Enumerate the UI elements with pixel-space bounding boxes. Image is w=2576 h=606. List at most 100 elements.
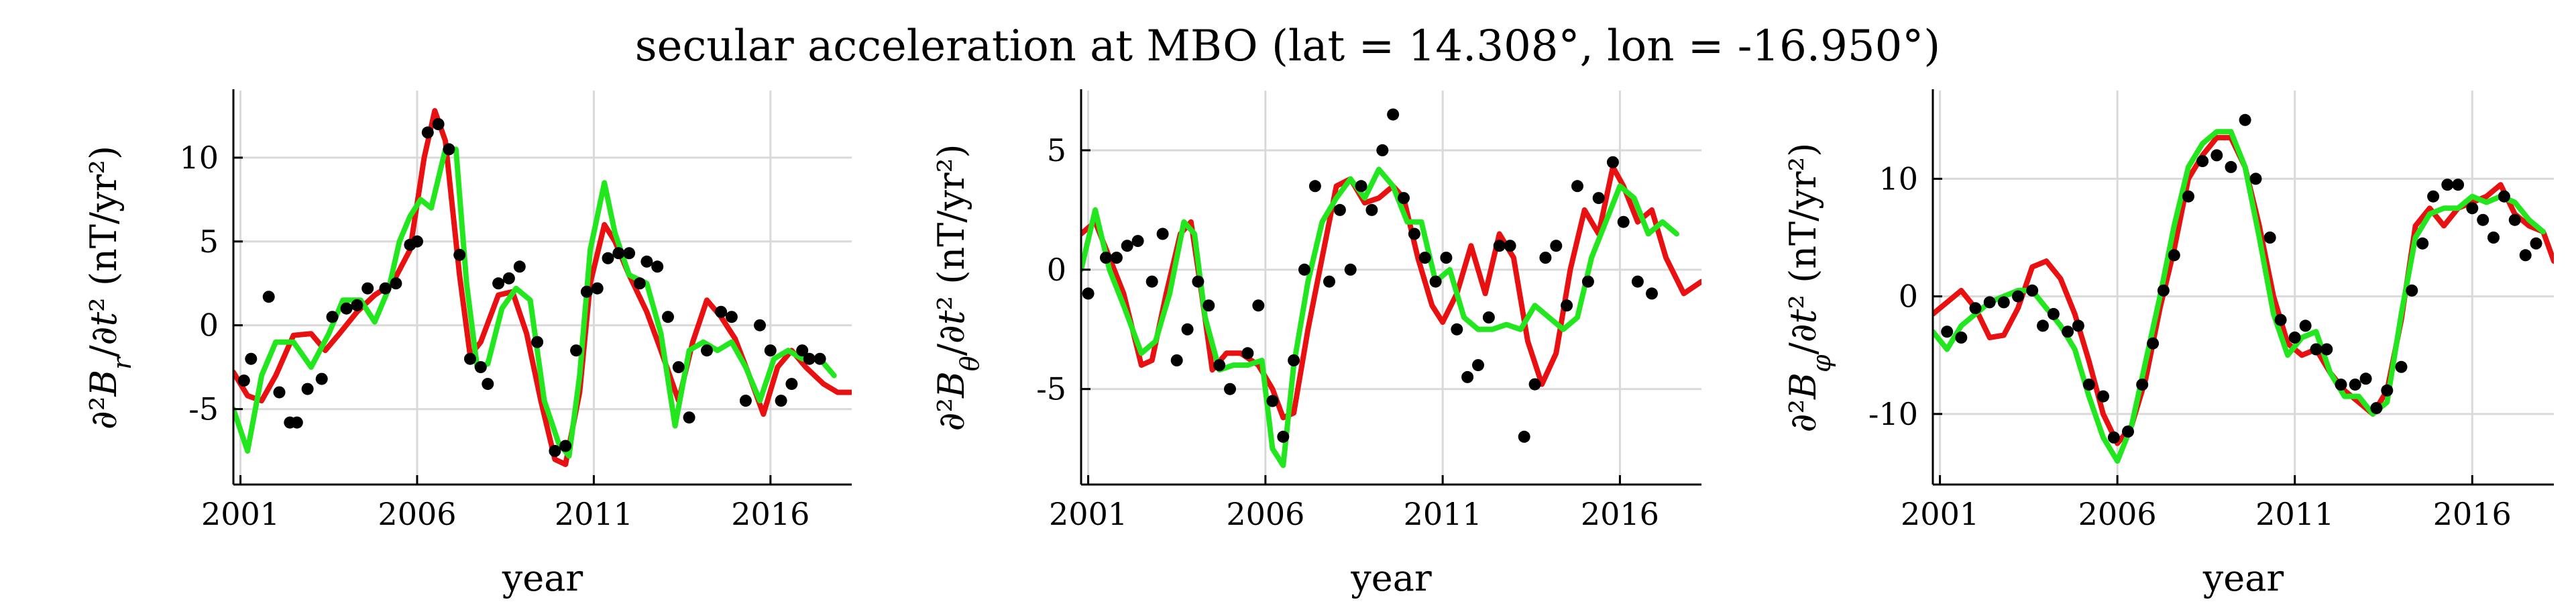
data-point: [1550, 240, 1563, 252]
data-point: [549, 445, 561, 457]
red-series-line: [1081, 164, 1701, 421]
data-point: [2012, 290, 2024, 303]
data-point: [715, 305, 728, 318]
data-point: [1528, 378, 1541, 391]
data-point: [1333, 203, 1346, 216]
data-point: [1606, 156, 1619, 168]
data-point: [1941, 325, 1954, 338]
data-point: [1323, 275, 1335, 288]
data-point: [1277, 430, 1290, 443]
data-point: [591, 282, 604, 295]
data-point: [2427, 190, 2440, 203]
data-point: [2349, 378, 2361, 391]
data-point: [2441, 179, 2454, 191]
data-point: [651, 260, 664, 273]
data-point: [1482, 311, 1495, 323]
data-point: [1213, 359, 1226, 372]
data-point: [1969, 302, 1982, 315]
data-point: [559, 440, 572, 452]
data-point: [390, 277, 402, 290]
x-tick-label: 2016: [2433, 496, 2512, 532]
data-point: [1617, 215, 1630, 228]
data-point: [301, 383, 314, 395]
data-point: [1288, 354, 1300, 366]
data-point: [1418, 252, 1431, 264]
data-point: [482, 378, 494, 391]
data-point: [492, 277, 505, 290]
data-point: [672, 361, 685, 374]
data-point: [1344, 263, 1357, 276]
data-point: [2168, 249, 2180, 262]
data-point: [1121, 240, 1133, 252]
data-point: [2225, 160, 2237, 173]
data-point: [2082, 378, 2095, 391]
data-point: [764, 344, 777, 357]
figure-title: secular acceleration at MBO (lat = 14.30…: [635, 21, 1941, 71]
data-point: [2062, 325, 2074, 338]
data-point: [2466, 202, 2479, 215]
data-point: [361, 282, 374, 295]
data-point: [1241, 347, 1254, 360]
data-point: [1224, 383, 1236, 395]
data-point: [2182, 190, 2194, 203]
data-point: [351, 299, 363, 311]
data-point: [2452, 179, 2465, 191]
y-tick-label: 10: [179, 140, 219, 176]
x-tick-label: 2011: [555, 496, 633, 532]
data-point: [421, 126, 434, 139]
data-point: [2136, 378, 2149, 391]
data-point: [2487, 232, 2500, 244]
data-point: [754, 319, 766, 332]
panel-bphi: 2001 2006 2011 2016 10 0 -10 year ∂²Bφ/∂t² (nT/y…: [1782, 89, 2554, 599]
data-point: [2147, 337, 2160, 350]
y-axis-label: ∂²Bθ/∂t² (nT/yr²): [930, 144, 985, 432]
data-point: [2381, 384, 2394, 397]
y-tick-label: 5: [1047, 132, 1066, 168]
data-point: [1472, 359, 1484, 372]
data-point: [1170, 354, 1183, 366]
data-area: [1933, 113, 2554, 464]
data-point: [326, 311, 339, 323]
y-tick-label: -5: [188, 391, 219, 427]
data-point: [570, 344, 583, 357]
data-point: [1581, 275, 1594, 288]
data-point: [775, 395, 787, 407]
data-point: [262, 291, 275, 303]
data-point: [2519, 249, 2532, 262]
data-point: [1561, 299, 1573, 312]
data-point: [2157, 284, 2170, 297]
x-tick-label: 2006: [2078, 496, 2157, 532]
data-point: [2026, 284, 2039, 297]
data-point: [2288, 332, 2301, 344]
y-tick-label: -5: [1036, 371, 1066, 407]
x-tick-label: 2011: [1404, 496, 1482, 532]
data-point: [1440, 252, 1453, 264]
y-tick-label: 0: [199, 307, 219, 344]
data-point: [1308, 180, 1321, 193]
data-point: [1082, 287, 1095, 300]
y-tick-label: 0: [1899, 279, 1918, 315]
x-tick-label: 2001: [1901, 496, 1979, 532]
data-point: [803, 352, 816, 365]
data-point: [531, 336, 544, 348]
data-point: [1592, 192, 1605, 205]
data-point: [602, 252, 614, 264]
data-point: [1461, 370, 1474, 383]
data-point: [683, 411, 695, 424]
data-point: [1298, 263, 1310, 276]
data-point: [2370, 402, 2383, 415]
x-tick-label: 2011: [2255, 496, 2334, 532]
x-tick-label: 2016: [731, 496, 809, 532]
data-point: [443, 143, 455, 156]
data-point: [1365, 203, 1378, 216]
data-point: [1571, 180, 1583, 193]
data-point: [612, 247, 625, 260]
data-point: [2320, 343, 2333, 356]
data-point: [1376, 144, 1389, 156]
data-point: [1997, 296, 2010, 309]
data-point: [1110, 252, 1123, 264]
data-point: [1181, 323, 1194, 336]
y-tick-label: -10: [1868, 396, 1918, 432]
data-point: [1202, 299, 1215, 312]
